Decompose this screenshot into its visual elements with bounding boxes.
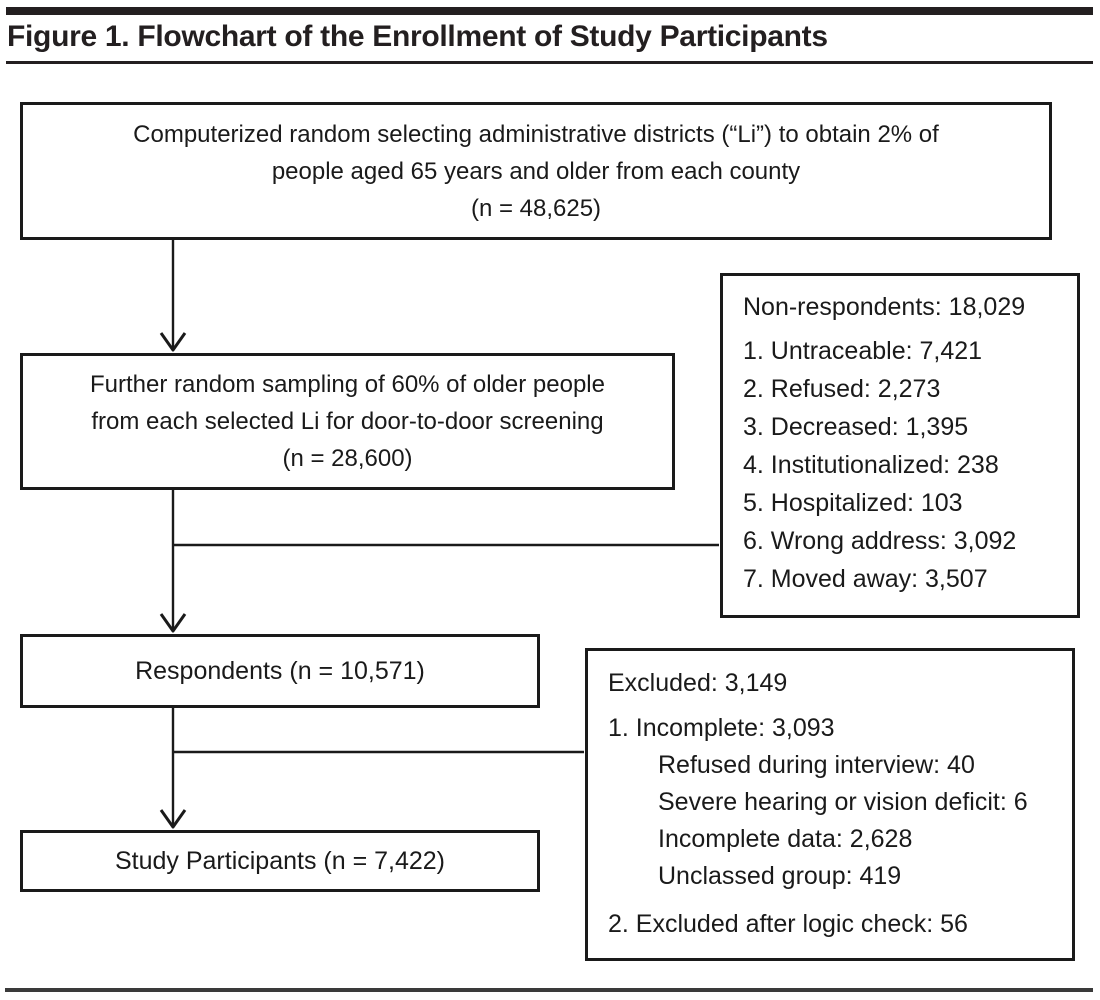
non-respondents-item-wrong-address: 6. Wrong address: 3,092	[743, 527, 1017, 555]
figure-bottom-rule	[5, 988, 1093, 992]
box-sampling-frame-line-1: Computerized random selecting administra…	[133, 120, 939, 148]
excluded-sub-refused-interview: Refused during interview: 40	[658, 751, 975, 779]
box-door-to-door-line-2: from each selected Li for door-to-door s…	[91, 408, 604, 435]
excluded-title: Excluded: 3,149	[608, 669, 788, 697]
box-study-participants-label: Study Participants (n = 7,422)	[114, 846, 446, 875]
arrowhead-1-icon	[159, 332, 187, 352]
excluded-sub-hearing-vision: Severe hearing or vision deficit: 6	[658, 788, 1028, 816]
non-respondents-item-decreased: 3. Decreased: 1,395	[743, 413, 969, 441]
non-respondents-item-hospitalized: 5. Hospitalized: 103	[743, 489, 963, 517]
box-respondents-label: Respondents (n = 10,571)	[135, 656, 425, 685]
non-respondents-title: Non-respondents: 18,029	[743, 293, 1026, 321]
arrowhead-3-icon	[159, 809, 187, 829]
box-door-to-door-line-1: Further random sampling of 60% of older …	[90, 371, 605, 398]
box-excluded: Excluded: 3,149 1. Incomplete: 3,093 Ref…	[585, 648, 1075, 961]
arrowhead-2-icon	[159, 613, 187, 633]
box-sampling-frame-line-2: people aged 65 years and older from each…	[271, 157, 801, 185]
box-study-participants: Study Participants (n = 7,422)	[20, 830, 540, 892]
title-top-bar	[6, 7, 1093, 15]
non-respondents-item-institutionalized: 4. Institutionalized: 238	[743, 451, 999, 479]
excluded-sub-incomplete-data: Incomplete data: 2,628	[658, 825, 913, 853]
figure-title: Figure 1. Flowchart of the Enrollment of…	[7, 20, 828, 53]
box-door-to-door-screening: Further random sampling of 60% of older …	[20, 353, 675, 490]
box-sampling-frame: Computerized random selecting administra…	[20, 102, 1052, 240]
box-sampling-frame-count: (n = 48,625)	[470, 194, 602, 222]
excluded-sub-unclassed-group: Unclassed group: 419	[658, 862, 902, 890]
non-respondents-item-untraceable: 1. Untraceable: 7,421	[743, 337, 983, 365]
non-respondents-item-refused: 2. Refused: 2,273	[743, 375, 941, 403]
box-respondents: Respondents (n = 10,571)	[20, 634, 540, 708]
box-non-respondents: Non-respondents: 18,029 1. Untraceable: …	[720, 273, 1080, 618]
excluded-item-incomplete: 1. Incomplete: 3,093	[608, 714, 835, 742]
excluded-item-logic-check: 2. Excluded after logic check: 56	[608, 910, 968, 938]
non-respondents-item-moved-away: 7. Moved away: 3,507	[743, 565, 988, 593]
title-divider-rule	[6, 61, 1093, 64]
box-door-to-door-count: (n = 28,600)	[282, 445, 413, 472]
